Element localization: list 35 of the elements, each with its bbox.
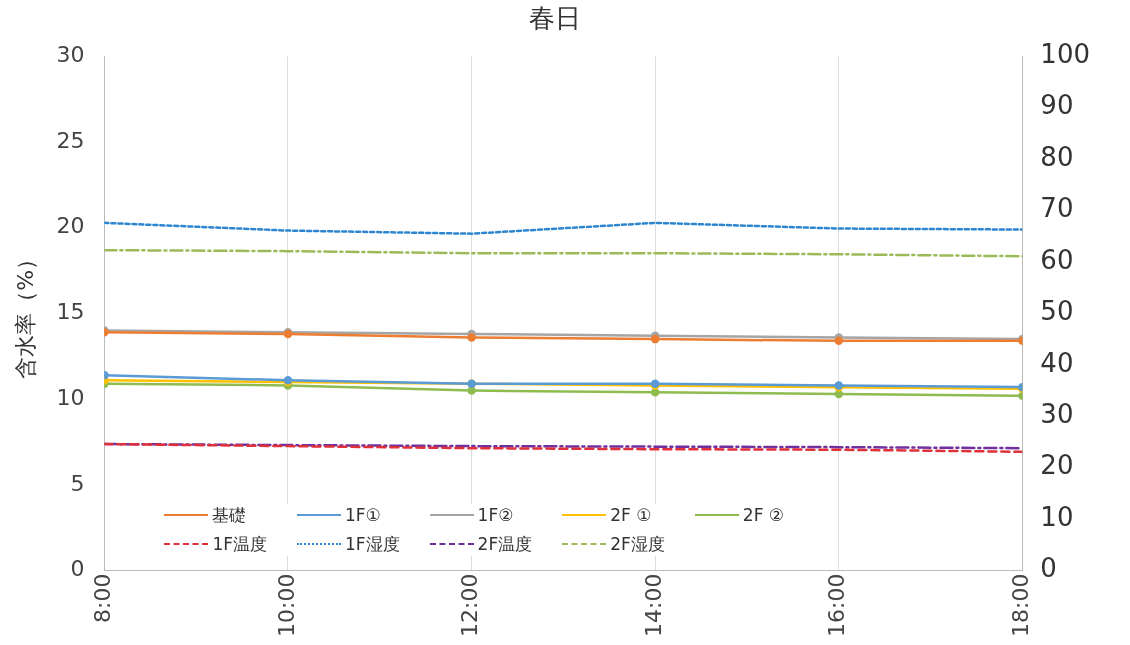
y2-tick-label: 0 [1040, 553, 1057, 584]
y-tick-label: 15 [56, 299, 85, 325]
y2-tick-label: 50 [1040, 296, 1074, 327]
x-tick-label: 12:00 [457, 573, 483, 638]
legend-label: 2F ① [610, 505, 652, 526]
x-tick-label: 18:00 [1008, 573, 1034, 638]
y-tick-label: 0 [70, 556, 85, 582]
x-tick-label: 16:00 [824, 573, 850, 638]
legend-label: 2F温度 [477, 532, 533, 556]
y2-tick-label: 70 [1040, 193, 1074, 224]
y-tick-label: 30 [56, 41, 85, 67]
legend-label: 2F ② [742, 505, 785, 526]
legend-label: 1F① [345, 505, 381, 526]
y2-tick-label: 30 [1040, 399, 1074, 430]
y2-tick-label: 90 [1040, 90, 1074, 121]
y2-tick-label: 20 [1040, 450, 1074, 481]
y2-tick-label: 40 [1040, 347, 1074, 378]
legend-label: 基礎 [212, 503, 247, 527]
y2-tick-label: 10 [1040, 501, 1074, 532]
y-axis-title: 含水率（%） [12, 247, 38, 379]
y2-tick-label: 60 [1040, 244, 1074, 275]
x-tick-label: 8:00 [90, 573, 116, 624]
legend-label: 1F② [477, 505, 514, 526]
y2-tick-label: 100 [1040, 38, 1091, 69]
chart-title: 春日 [529, 3, 581, 34]
y-tick-label: 5 [70, 470, 85, 496]
y-tick-label: 10 [56, 384, 85, 410]
x-tick-label: 14:00 [640, 573, 666, 638]
y2-tick-label: 80 [1040, 141, 1074, 172]
legend-label: 1F湿度 [345, 532, 400, 556]
y-tick-label: 20 [56, 213, 85, 239]
legend-label: 1F温度 [212, 532, 267, 556]
x-tick-label: 10:00 [273, 573, 299, 638]
legend-label: 2F湿度 [610, 532, 665, 556]
y-tick-label: 25 [56, 127, 85, 153]
